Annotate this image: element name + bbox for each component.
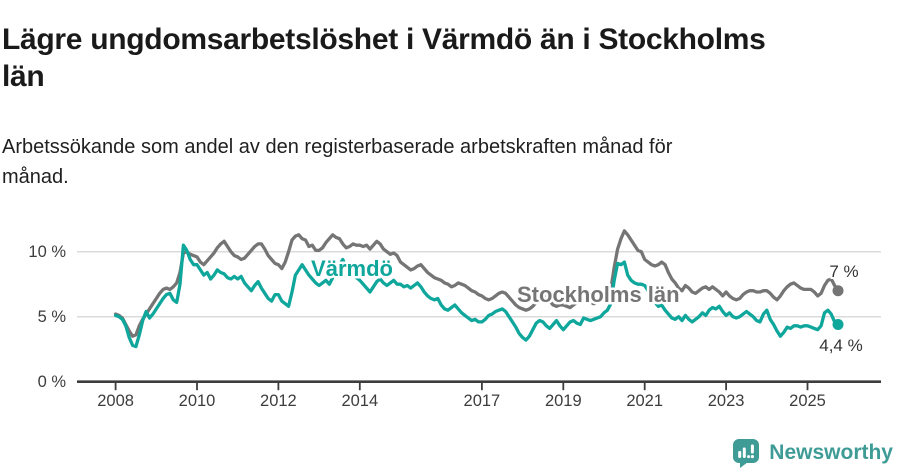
line-chart: 2008 2010 2012 2014 2017 2019 2021 2023 2025 0 % 5… — [28, 229, 881, 410]
newsworthy-logo: Newsworthy — [732, 438, 893, 468]
series-end-label: 4,4 % — [819, 336, 862, 355]
x-tick-label: 2012 — [260, 392, 297, 410]
x-tick-label: 2023 — [708, 392, 745, 410]
newsworthy-logo-text: Newsworthy — [769, 441, 893, 464]
series-line-varmdo — [113, 243, 840, 349]
page-title: Lägre ungdomsarbetslöshet i Värmdö än i … — [2, 22, 822, 96]
chart-subtitle-line-1: Arbetssökande som andel av den registerb… — [2, 136, 673, 158]
series-end-dot — [832, 285, 844, 297]
x-tick-label: 2014 — [341, 392, 378, 410]
x-tick-label: 2025 — [789, 392, 826, 410]
page-title-line-1: Lägre ungdomsarbetslöshet i Värmdö än i … — [2, 23, 766, 57]
series-end-label: 7 % — [829, 262, 858, 281]
newsworthy-logo-icon — [733, 439, 760, 468]
page-title-line-2: län — [2, 59, 45, 93]
y-tick-label: 10 % — [28, 243, 66, 261]
y-tick-label: 5 % — [38, 308, 67, 326]
chart-subtitle: Arbetssökande som andel av den registerb… — [2, 132, 832, 192]
x-tick-label: 2010 — [179, 392, 216, 410]
series-end-dot — [832, 319, 844, 330]
series-label-stockholms-lan: Stockholms län — [517, 282, 680, 307]
x-tick-label: 2017 — [464, 392, 501, 410]
series-line-stockholms-lan — [113, 229, 840, 338]
x-tick-label: 2008 — [97, 392, 134, 410]
series-label-varmdo: Värmdö — [311, 256, 393, 281]
x-tick-label: 2021 — [626, 392, 663, 410]
x-tick-label: 2019 — [545, 392, 582, 410]
y-tick-label: 0 % — [38, 373, 67, 391]
chart-subtitle-line-2: månad. — [2, 166, 69, 188]
